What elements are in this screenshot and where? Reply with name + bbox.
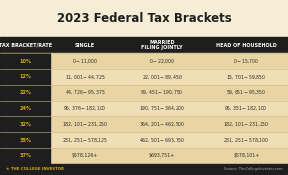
Text: 37%: 37% — [19, 153, 31, 158]
Text: $693,751+: $693,751+ — [149, 153, 175, 158]
Text: 32%: 32% — [19, 122, 31, 127]
Text: $59,851 - $95,350: $59,851 - $95,350 — [226, 89, 266, 96]
Text: $231,251 - $578,100: $231,251 - $578,100 — [223, 136, 269, 144]
Bar — [0, 101, 50, 116]
Text: $15,701 - $59,850: $15,701 - $59,850 — [226, 73, 266, 81]
Text: $578,101+: $578,101+ — [233, 153, 259, 158]
Text: $95,351 - $182,100: $95,351 - $182,100 — [224, 105, 268, 112]
Bar — [0, 53, 50, 69]
Bar — [0, 85, 50, 101]
Bar — [0, 37, 288, 53]
Bar — [0, 116, 288, 132]
Text: 24%: 24% — [19, 106, 31, 111]
Bar — [0, 85, 288, 101]
Text: ★ THE COLLEGE INVESTOR: ★ THE COLLEGE INVESTOR — [6, 167, 64, 171]
Bar — [0, 116, 50, 132]
Bar — [0, 53, 288, 69]
Text: $95,376 - $182,100: $95,376 - $182,100 — [63, 105, 107, 112]
Text: SINGLE: SINGLE — [75, 43, 95, 48]
Text: 2023 Federal Tax Brackets: 2023 Federal Tax Brackets — [57, 12, 231, 25]
Text: HEAD OF HOUSEHOLD: HEAD OF HOUSEHOLD — [216, 43, 276, 48]
Text: $0 - $11,000: $0 - $11,000 — [72, 58, 98, 65]
Text: $0 - $15,700: $0 - $15,700 — [233, 58, 259, 65]
Text: 12%: 12% — [19, 75, 31, 79]
Text: $182,101 - $231,250: $182,101 - $231,250 — [223, 121, 270, 128]
Text: TAX BRACKET/RATE: TAX BRACKET/RATE — [0, 43, 52, 48]
Text: Source: TheCollegeInvestor.com: Source: TheCollegeInvestor.com — [223, 167, 282, 171]
Text: $190,751 - $364,200: $190,751 - $364,200 — [139, 105, 185, 112]
Bar — [0, 164, 288, 175]
Text: $231,251 - $578,125: $231,251 - $578,125 — [62, 136, 108, 144]
Bar — [0, 69, 50, 85]
Text: $462,501 - $693,750: $462,501 - $693,750 — [139, 136, 185, 144]
Text: $89,451 - $190,750: $89,451 - $190,750 — [140, 89, 184, 96]
Text: 22%: 22% — [19, 90, 31, 95]
Bar — [0, 148, 50, 164]
Text: $11,001 - $44,725: $11,001 - $44,725 — [65, 73, 105, 81]
Text: $22,001 - $89,450: $22,001 - $89,450 — [142, 73, 182, 81]
Text: $44,726 - $95,375: $44,726 - $95,375 — [65, 89, 105, 96]
Bar — [0, 132, 288, 148]
Bar — [0, 148, 288, 164]
Text: $364,201 - $462,500: $364,201 - $462,500 — [139, 121, 185, 128]
Bar — [0, 101, 288, 116]
Text: $578,126+: $578,126+ — [72, 153, 98, 158]
Text: 35%: 35% — [19, 138, 31, 142]
Text: $0 - $22,000: $0 - $22,000 — [149, 58, 175, 65]
Text: MARRIED
FILING JOINTLY: MARRIED FILING JOINTLY — [141, 40, 183, 50]
Bar — [0, 69, 288, 85]
Bar — [0, 0, 288, 37]
Bar — [0, 132, 50, 148]
Text: 10%: 10% — [19, 59, 31, 64]
Text: $182,101 - $231,250: $182,101 - $231,250 — [62, 121, 108, 128]
